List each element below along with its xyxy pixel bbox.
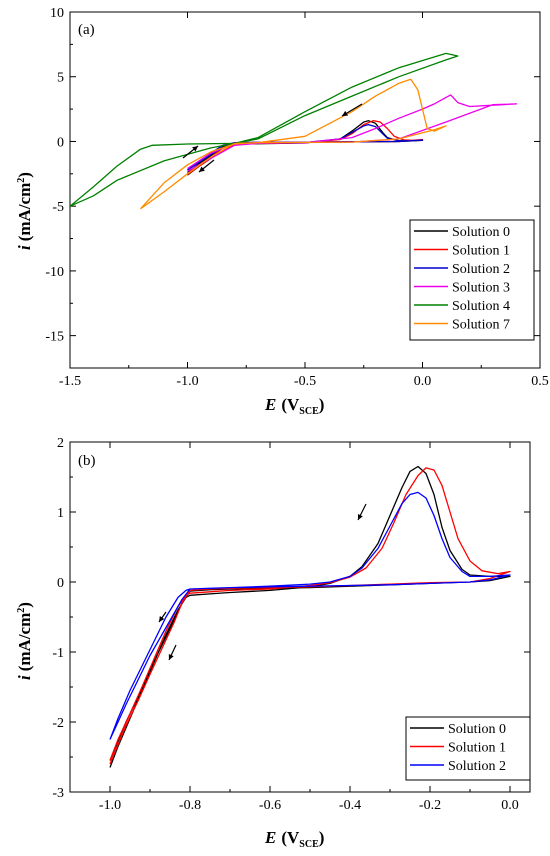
b-scan-arrows	[158, 503, 367, 661]
x-axis-label-b-sub: SCE	[299, 839, 319, 850]
legend-label: Solution 0	[452, 225, 510, 240]
y-tick-label: -2	[52, 716, 64, 731]
panel-label-b: (b)	[78, 453, 96, 469]
legend-label: Solution 7	[452, 318, 510, 333]
b-legend: Solution 0 Solution 1 Solution 2	[405, 716, 531, 781]
y-axis-label-b-close: )	[15, 602, 34, 608]
x-tick-label: -0.5	[294, 374, 316, 389]
y-tick-label: -5	[52, 200, 64, 215]
x-tick-label: 0.0	[501, 798, 519, 813]
x-axis-label-a-unit: (V	[281, 395, 300, 414]
scan-arrow-head	[168, 654, 174, 660]
y-axis-label-b: i (mA/cm2)	[15, 602, 34, 680]
y-axis-label-a-unit: (mA/cm	[15, 183, 34, 242]
x-axis-label-b: E (VSCE)	[264, 828, 324, 850]
panel-a: -1.5 -1.0 -0.5 0.0 0.5 -15 -10 -5 0 5 10 (a) Solut…	[15, 6, 549, 417]
y-tick-label: 0	[57, 135, 64, 150]
y-tick-label: -10	[45, 265, 64, 280]
scan-arrow-head	[342, 110, 348, 116]
y-axis-label-b-sup: 2	[16, 608, 27, 613]
series-line-solution-1	[109, 467, 511, 765]
y-tick-label: -3	[52, 786, 64, 801]
a-legend: Solution 0 Solution 1 Solution 2 Solution 3…	[409, 219, 535, 341]
x-tick-label: 0.5	[531, 374, 549, 389]
a-ticks: -1.5 -1.0 -0.5 0.0 0.5 -15 -10 -5 0 5 10	[45, 6, 548, 389]
x-tick-label: 0.0	[414, 374, 432, 389]
x-axis-label-b-close: )	[319, 828, 325, 847]
series-line-solution-2	[109, 491, 511, 740]
y-tick-label: 2	[57, 436, 64, 451]
x-tick-label: -0.6	[259, 798, 281, 813]
b-series	[109, 465, 511, 768]
x-tick-label: -1.0	[99, 798, 121, 813]
legend-box	[409, 219, 535, 341]
y-tick-label: -1	[52, 646, 64, 661]
x-tick-label: -0.2	[419, 798, 441, 813]
legend-label: Solution 1	[448, 741, 506, 756]
x-tick-label: -1.0	[176, 374, 198, 389]
y-axis-label-a-var: i	[15, 245, 34, 250]
y-tick-label: 5	[57, 71, 64, 86]
y-tick-label: -15	[45, 330, 64, 345]
y-tick-label: 10	[50, 6, 64, 21]
y-tick-label: 1	[57, 506, 64, 521]
x-axis-label-b-var: E	[264, 828, 276, 847]
scan-arrow-head	[192, 146, 198, 152]
x-axis-label-b-unit: (V	[281, 828, 300, 847]
legend-label: Solution 3	[452, 281, 510, 296]
scan-arrow-head	[159, 616, 165, 622]
scan-arrow-head	[199, 166, 205, 172]
legend-label: Solution 2	[448, 759, 506, 774]
series-line-solution-4	[69, 52, 459, 207]
x-axis-label-a-close: )	[319, 395, 325, 414]
legend-label: Solution 4	[452, 299, 510, 314]
y-axis-label-a: i (mA/cm2)	[15, 172, 34, 250]
legend-label: Solution 0	[448, 722, 506, 737]
scan-arrow-head	[357, 514, 363, 520]
series-line-solution-7	[140, 78, 447, 210]
legend-label: Solution 2	[452, 262, 510, 277]
x-tick-label: -0.8	[179, 798, 201, 813]
y-axis-label-a-close: )	[15, 172, 34, 178]
series-line-solution-0	[109, 465, 511, 768]
b-ticks: -1.0 -0.8 -0.6 -0.4 -0.2 0.0 -3 -2 -1 0 1 2	[52, 436, 530, 813]
x-axis-label-a: E (VSCE)	[264, 395, 324, 417]
panel-label-a: (a)	[78, 22, 95, 38]
a-scan-arrows	[182, 103, 363, 173]
y-axis-label-a-sup: 2	[16, 178, 27, 183]
x-axis-label-a-var: E	[264, 395, 276, 414]
x-axis-label-a-sub: SCE	[299, 406, 319, 417]
a-series	[69, 52, 518, 210]
y-axis-label-b-unit: (mA/cm	[15, 613, 34, 672]
x-tick-label: -1.5	[59, 374, 81, 389]
legend-label: Solution 1	[452, 244, 510, 259]
y-axis-label-b-var: i	[15, 675, 34, 680]
panel-b: -1.0 -0.8 -0.6 -0.4 -0.2 0.0 -3 -2 -1 0 1 2 (b) Sol…	[15, 436, 531, 850]
y-tick-label: 0	[57, 576, 64, 591]
x-tick-label: -0.4	[339, 798, 361, 813]
